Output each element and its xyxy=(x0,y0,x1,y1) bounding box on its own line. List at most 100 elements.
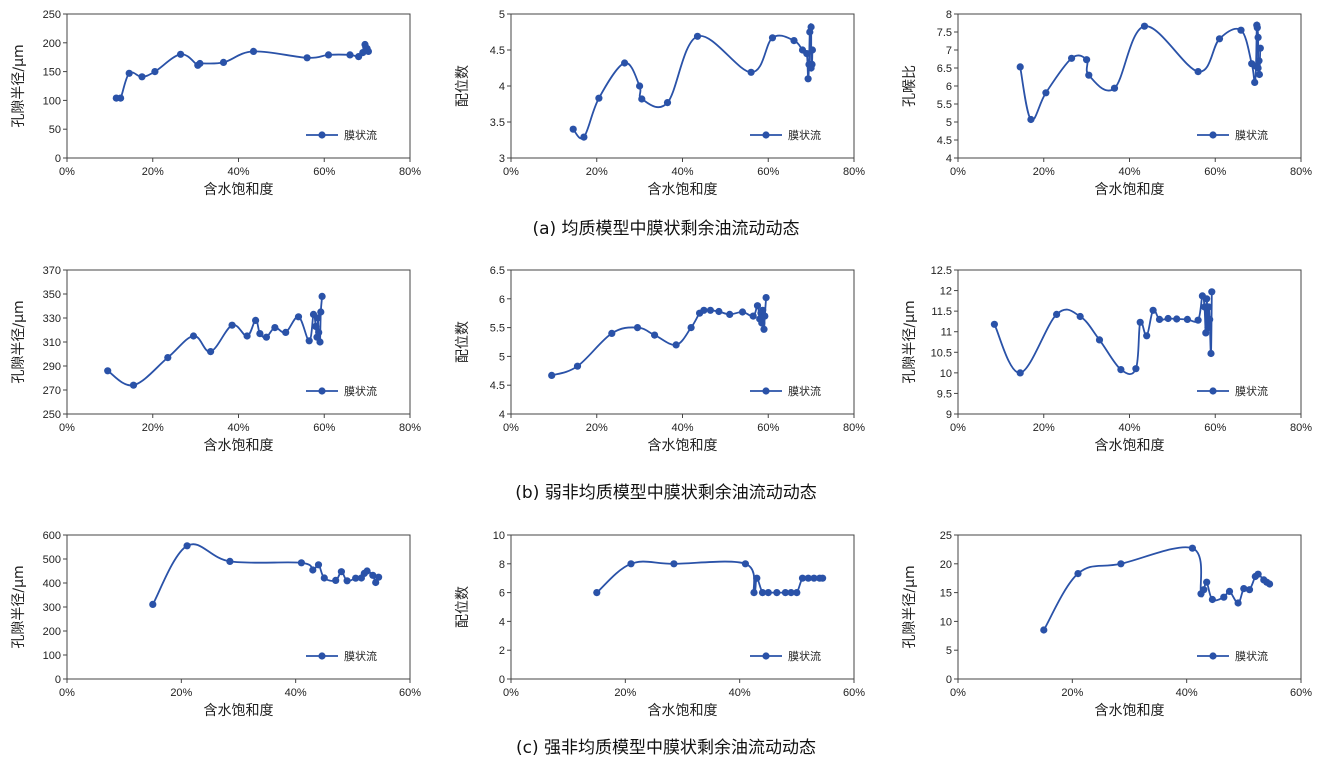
x-tick-label: 40% xyxy=(227,166,249,178)
y-tick-label: 0 xyxy=(55,674,61,686)
x-tick-label: 20% xyxy=(586,422,608,434)
caption-a: (a) 均质模型中膜状剩余油流动动态 xyxy=(532,219,799,239)
x-tick-label: 20% xyxy=(142,422,164,434)
chart-panel-4: 250 270 290 310 330 350 370 0% 20% 40% 60% 80% 含水饱和度… xyxy=(11,265,421,454)
data-point xyxy=(309,566,317,574)
x-axis-label: 含水饱和度 xyxy=(204,182,274,198)
y-tick-label: 6.5 xyxy=(937,63,952,75)
y-tick-label: 270 xyxy=(43,385,61,397)
data-point xyxy=(761,312,769,320)
y-axis-label: 配位数 xyxy=(455,586,471,628)
y-tick-label: 6.5 xyxy=(490,265,505,277)
data-point xyxy=(1155,315,1164,323)
x-axis-label: 含水饱和度 xyxy=(648,182,718,198)
data-point xyxy=(663,99,672,107)
data-point xyxy=(332,576,340,585)
x-tick-label: 40% xyxy=(671,422,693,434)
data-point xyxy=(1207,349,1215,358)
data-point xyxy=(138,73,146,81)
data-point xyxy=(990,320,999,328)
data-point xyxy=(196,59,204,68)
data-point xyxy=(759,306,767,314)
x-tick-label: 0% xyxy=(59,422,75,434)
x-axis-label: 含水饱和度 xyxy=(648,438,718,454)
data-point xyxy=(1040,626,1048,634)
series-line xyxy=(1019,21,1262,121)
series-line xyxy=(107,296,323,387)
y-tick-label: 50 xyxy=(49,124,61,136)
y-tick-label: 6 xyxy=(499,294,505,306)
y-axis-label: 孔隙半径/μm xyxy=(902,565,918,648)
x-tick-label: 60% xyxy=(1204,422,1226,434)
y-tick-label: 25 xyxy=(940,530,952,542)
data-point xyxy=(1132,365,1140,373)
x-tick-label: 40% xyxy=(671,166,693,178)
chart-panel-9: 0 5 10 15 20 25 0% 20% 40% 60% 含水饱和度 孔隙半径/μm 膜状流 xyxy=(902,530,1312,719)
data-point xyxy=(1074,570,1082,578)
y-tick-label: 0 xyxy=(946,674,952,686)
data-point xyxy=(189,332,198,340)
data-point xyxy=(294,313,303,321)
data-point xyxy=(1208,595,1216,604)
data-point xyxy=(693,32,702,40)
data-point xyxy=(352,574,360,582)
x-tick-label: 0% xyxy=(950,166,966,178)
legend-label: 膜状流 xyxy=(1235,128,1268,142)
y-tick-label: 4 xyxy=(499,409,505,421)
data-point xyxy=(1076,312,1084,321)
data-point xyxy=(303,54,311,62)
y-tick-label: 310 xyxy=(43,337,61,349)
data-point xyxy=(548,371,556,379)
data-point xyxy=(1194,68,1202,76)
y-tick-label: 400 xyxy=(43,578,61,590)
x-tick-label: 0% xyxy=(59,166,75,178)
data-point xyxy=(1164,314,1172,323)
data-point xyxy=(764,589,772,597)
data-point xyxy=(608,329,616,337)
x-tick-label: 40% xyxy=(1118,166,1140,178)
data-point xyxy=(1203,578,1211,586)
data-point xyxy=(1215,35,1224,43)
data-point xyxy=(793,589,801,597)
y-tick-label: 250 xyxy=(43,409,61,421)
data-point xyxy=(249,47,258,56)
y-tick-label: 10 xyxy=(493,530,505,542)
legend-label: 膜状流 xyxy=(788,649,821,663)
x-tick-label: 60% xyxy=(1290,687,1312,699)
data-point xyxy=(129,381,138,389)
y-tick-label: 8 xyxy=(946,9,952,21)
legend-marker xyxy=(1209,652,1217,660)
chart-panel-1: 0 50 100 150 200 250 0% 20% 40% 60% 80% 含水饱和度 孔隙半径/μ… xyxy=(11,9,421,198)
y-tick-label: 0 xyxy=(55,153,61,165)
data-point xyxy=(1183,315,1191,323)
data-point xyxy=(1256,44,1264,52)
x-tick-label: 0% xyxy=(950,687,966,699)
data-point xyxy=(1253,24,1261,32)
data-point xyxy=(741,560,750,568)
data-point xyxy=(808,46,817,54)
data-point xyxy=(324,51,333,59)
data-point xyxy=(760,325,768,333)
plot-frame xyxy=(510,534,855,680)
data-point xyxy=(1255,57,1263,65)
x-tick-label: 20% xyxy=(586,166,608,178)
legend-marker xyxy=(762,131,770,139)
data-point xyxy=(580,133,588,141)
x-tick-label: 60% xyxy=(757,422,779,434)
data-point xyxy=(1225,587,1234,596)
y-tick-label: 6 xyxy=(946,81,952,93)
legend-marker xyxy=(318,387,326,395)
data-point xyxy=(715,307,723,316)
data-point xyxy=(1206,315,1214,323)
data-point xyxy=(164,354,172,362)
legend-label: 膜状流 xyxy=(344,384,377,398)
data-point xyxy=(1027,115,1035,124)
data-point xyxy=(753,302,762,310)
data-point xyxy=(1200,586,1208,594)
data-point xyxy=(1140,22,1149,30)
y-tick-label: 5 xyxy=(499,9,505,21)
y-tick-label: 9.5 xyxy=(937,388,952,400)
data-point xyxy=(343,577,351,585)
y-axis-label: 配位数 xyxy=(455,321,471,363)
data-point xyxy=(593,589,601,597)
